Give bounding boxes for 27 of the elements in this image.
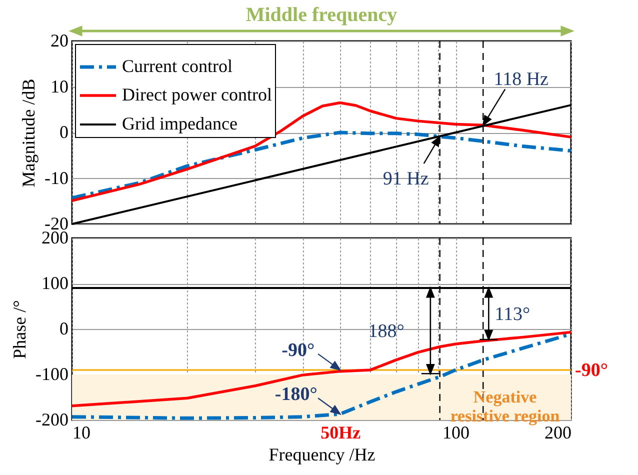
annotation: -90°	[282, 340, 315, 361]
y-tick-label: -100	[36, 364, 68, 384]
annotation: 188°	[368, 320, 404, 342]
y-tick-label: -200	[36, 410, 68, 430]
legend-label: Current control	[122, 56, 232, 76]
legend-label: Grid impedance	[122, 114, 238, 134]
y-axis-title: Magnitude /dB	[18, 78, 39, 188]
text: Middle frequency	[246, 4, 398, 26]
ref-line-label: -90°	[575, 360, 608, 381]
annotation: 91 Hz	[382, 168, 429, 190]
legend-label: Direct power control	[122, 84, 272, 104]
y-axis-title: Phase /°	[10, 300, 30, 359]
y-tick-label: 10	[50, 76, 68, 96]
y-tick-label: 20	[50, 30, 68, 50]
x-tick-label: 100	[442, 422, 470, 442]
y-tick-label: 0	[60, 318, 68, 338]
x-tick-label: 10	[72, 422, 90, 442]
y-tick-label: 0	[60, 122, 68, 142]
band-label: Negative resistive region	[450, 387, 560, 426]
y-tick-label: -10	[44, 168, 68, 188]
x-tick-label: 200	[544, 422, 572, 442]
y-tick-label: 100	[42, 273, 68, 293]
annotation: -180°	[274, 384, 318, 406]
x-axis-title: Frequency /Hz	[268, 444, 376, 464]
x-tick-label: 50Hz	[320, 422, 361, 442]
annotation: 118 Hz	[494, 69, 548, 90]
annotation: 113°	[494, 304, 530, 325]
